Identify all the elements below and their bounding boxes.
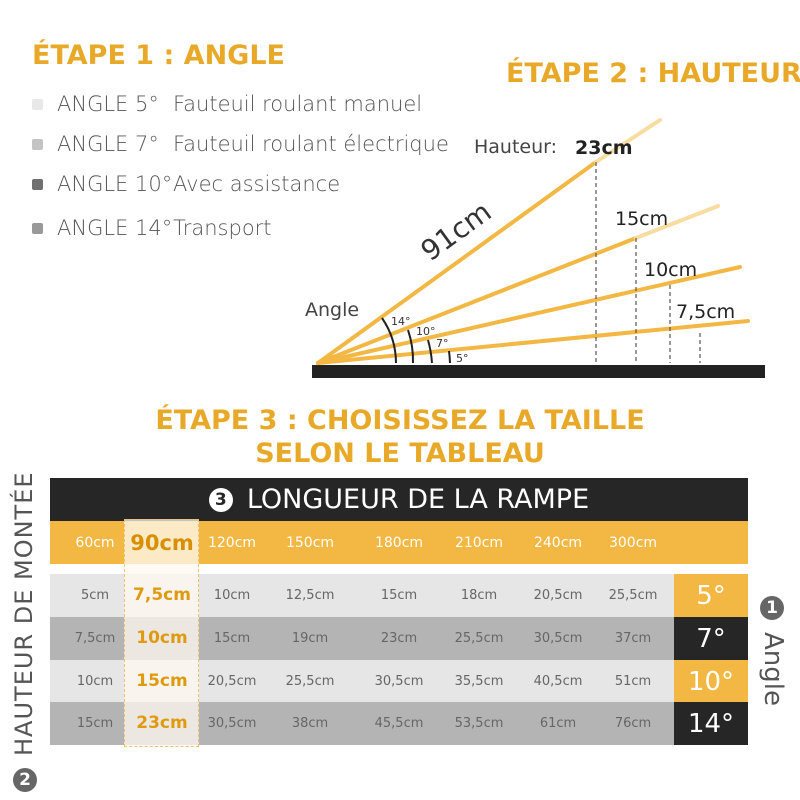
table-cell: 53,5cm [454,716,504,731]
table-cell: 23cm [136,713,188,733]
legend-use: Avec assistance [173,172,341,196]
badge-3: 3 [208,487,233,512]
table-cell: 10cm [213,588,251,603]
step3-title-line1: ÉTAPE 3 : CHOISISSEZ LA TAILLE [155,405,645,436]
length-header-cell: 90cm [130,531,194,555]
table-cell: 20,5cm [533,588,583,603]
ramp-length-label: 91cm [415,195,498,268]
step3-title-line2: SELON LE TABLEAU [255,438,545,469]
legend-swatch [32,138,43,150]
legend-angle: ANGLE 7° [57,132,159,156]
angle-label: Angle [305,299,359,321]
legend-item: ANGLE 10° Avec assistance [32,172,340,196]
badge-2: 2 [13,768,37,792]
angle-14-label: 14° [391,315,411,328]
length-header-cell: 210cm [454,535,504,551]
table-header-title: LONGUEUR DE LA RAMPE [246,484,590,515]
arc-5 [448,350,451,364]
table-cell: 15cm [76,716,114,731]
table-cell: 5cm [80,588,110,603]
hauteur-label: Hauteur: [474,136,557,158]
legend-swatch [32,222,43,234]
step3-title: ÉTAPE 3 : CHOISISSEZ LA TAILLE SELON LE … [0,404,800,470]
table-cell: 25,5cm [285,674,335,689]
arc-7 [427,339,433,364]
legend-item: ANGLE 5° Fauteuil roulant manuel [32,92,422,116]
angle-5-label: 5° [456,352,469,365]
angle-cell: 7° [674,617,748,660]
table-cell: 15cm [136,671,188,691]
legend-swatch [32,98,43,110]
table-cell: 19cm [291,631,329,646]
angle-7-label: 7° [436,337,449,350]
table-cell: 51cm [614,674,652,689]
table-cell: 45,5cm [374,716,424,731]
angle-cell: 5° [674,574,748,617]
length-header-cell: 300cm [608,535,658,551]
table-cell: 7,5cm [74,631,116,646]
legend-angle: ANGLE 14° [57,216,173,240]
step1-title: ÉTAPE 1 : ANGLE [32,40,285,71]
highlight-column-90cm [124,519,199,747]
table-cell: 20,5cm [207,674,257,689]
step2-title: ÉTAPE 2 : HAUTEUR [506,58,800,89]
table-cell: 7,5cm [133,585,191,605]
length-header-cell: 60cm [75,535,115,551]
table-cell: 76cm [614,716,652,731]
height-23: 23cm [575,137,633,159]
table-cell: 10cm [136,628,188,648]
legend-use: Transport [173,216,272,240]
legend-item: ANGLE 7° Fauteuil roulant électrique [32,132,449,156]
length-header-cell: 180cm [374,535,424,551]
angle-cell: 14° [674,702,748,745]
legend-angle: ANGLE 5° [57,92,159,116]
badge-2-wrap: 2 [13,768,37,792]
table-cell: 23cm [380,631,418,646]
ramp-line-7 [316,265,742,365]
table-cell: 30,5cm [374,674,424,689]
table-cell: 40,5cm [533,674,583,689]
length-header-cell: 120cm [207,535,257,551]
legend-use: Fauteuil roulant électrique [173,132,449,156]
table-cell: 35,5cm [454,674,504,689]
height-7-5: 7,5cm [676,301,735,323]
ramp-line-14-ext [594,118,662,164]
table-cell: 15cm [380,588,418,603]
legend-swatch [32,178,43,190]
table-cell: 30,5cm [533,631,583,646]
table-cell: 12,5cm [285,588,335,603]
table-cell: 25,5cm [454,631,504,646]
height-15: 15cm [615,208,668,230]
badge-1-wrap: 1 [760,596,784,620]
badge-1: 1 [760,596,784,620]
ramp-diagram: 91cm Angle Hauteur: 23cm 15cm 10cm 7,5cm… [305,118,765,378]
ramp-line-10 [316,236,638,365]
legend-item: ANGLE 14° Transport [32,216,272,240]
angle-10-label: 10° [416,325,436,338]
table-cell: 37cm [614,631,652,646]
table-cell: 30,5cm [207,716,257,731]
table-cell: 25,5cm [608,588,658,603]
ramp-line-14 [316,160,598,365]
ramp-line-5 [316,319,750,365]
arc-10 [407,329,415,364]
table-cell: 10cm [76,674,114,689]
legend-use: Fauteuil roulant manuel [173,92,423,116]
table-cell: 61cm [539,716,577,731]
length-header-cell: 150cm [285,535,335,551]
height-10: 10cm [644,259,697,281]
left-axis-label: HAUTEUR DE MONTÉE [10,471,38,756]
arc-14 [381,317,397,364]
ramp-line-10-ext [634,204,720,240]
table-header: 3 LONGUEUR DE LA RAMPE [50,478,748,521]
angle-cell: 10° [674,660,748,703]
table-cell: 38cm [291,716,329,731]
table-cell: 18cm [460,588,498,603]
legend-angle: ANGLE 10° [57,172,173,196]
table-cell: 15cm [213,631,251,646]
right-axis-label: Angle [758,632,788,706]
length-header-cell: 240cm [533,535,583,551]
ground-bar [312,365,765,378]
